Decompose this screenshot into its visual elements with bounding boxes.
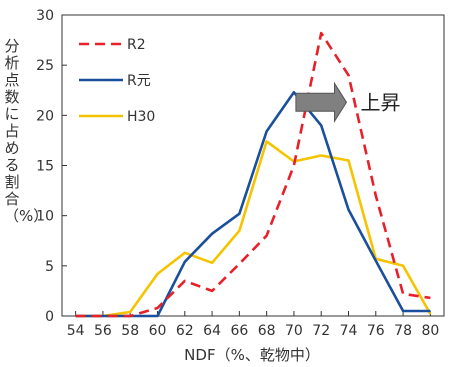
series-line-3 — [75, 140, 432, 318]
x-tick-label: 66 — [230, 323, 248, 339]
x-tick-label: 80 — [421, 323, 439, 339]
y-tick-label: 20 — [36, 108, 54, 124]
y-tick-label: 15 — [36, 159, 54, 175]
y-tick-label: 10 — [36, 209, 54, 225]
x-tick-label: 58 — [121, 323, 139, 339]
series-line-1 — [75, 31, 431, 318]
y-tick-label: 0 — [45, 309, 54, 325]
x-tick-label: 56 — [94, 323, 112, 339]
x-tick-label: 60 — [149, 323, 167, 339]
increase-arrow — [295, 81, 348, 124]
x-tick-label: 76 — [367, 323, 385, 339]
x-tick-label: 70 — [285, 323, 303, 339]
x-axis-label: NDF（%、乾物中） — [184, 346, 320, 364]
legend-label-3: H30 — [127, 109, 155, 125]
series-line-2 — [75, 91, 431, 318]
x-tick-label: 64 — [203, 323, 221, 339]
x-tick-label: 78 — [394, 323, 412, 339]
legend-label-2: R元 — [127, 73, 151, 89]
x-tick-label: 68 — [258, 323, 276, 339]
y-axis-label: 分析点数に占める割合（%） — [4, 37, 49, 225]
plot-area — [61, 14, 445, 317]
x-tick-label: 62 — [176, 323, 194, 339]
x-tick-label: 54 — [67, 323, 85, 339]
annotation-label: 上昇 — [361, 90, 401, 114]
x-tick-label: 72 — [312, 323, 330, 339]
y-tick-label: 30 — [36, 8, 54, 24]
legend-label-1: R2 — [127, 37, 146, 53]
x-tick-label: 74 — [340, 323, 358, 339]
y-tick-label: 5 — [45, 259, 54, 275]
y-tick-label: 25 — [36, 58, 54, 74]
